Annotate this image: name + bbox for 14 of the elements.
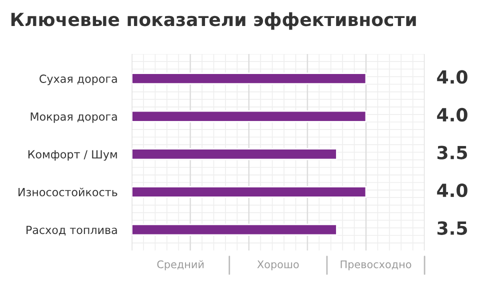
y-tick-label: Мокрая дорога: [30, 112, 117, 123]
text: Хорошо: [257, 260, 299, 270]
data-label: 4.0: [437, 184, 468, 198]
text: Превосходно: [340, 260, 412, 270]
data-label: 4.0: [437, 108, 468, 122]
y-tick-label: Расход топлива: [26, 226, 117, 236]
text: Средний: [157, 260, 204, 270]
chart-title: Ключевые показатели эффективности: [11, 12, 416, 30]
y-tick-label: Износостойкость: [18, 188, 118, 196]
data-label: 3.5: [437, 146, 467, 160]
data-label: 3.5: [437, 221, 467, 235]
data-label: 4.0: [437, 70, 468, 84]
y-tick-label: Сухая дорога: [40, 74, 117, 86]
y-tick-label: Комфорт / Шум: [28, 150, 117, 161]
